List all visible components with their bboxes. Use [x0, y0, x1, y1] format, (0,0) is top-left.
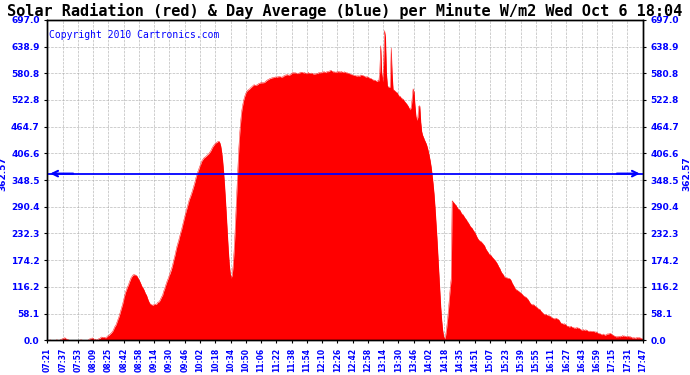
Title: Solar Radiation (red) & Day Average (blue) per Minute W/m2 Wed Oct 6 18:04: Solar Radiation (red) & Day Average (blu…: [8, 3, 682, 19]
Text: 362.57: 362.57: [683, 156, 690, 191]
Text: Copyright 2010 Cartronics.com: Copyright 2010 Cartronics.com: [48, 30, 219, 39]
Text: 362.57: 362.57: [0, 156, 7, 191]
